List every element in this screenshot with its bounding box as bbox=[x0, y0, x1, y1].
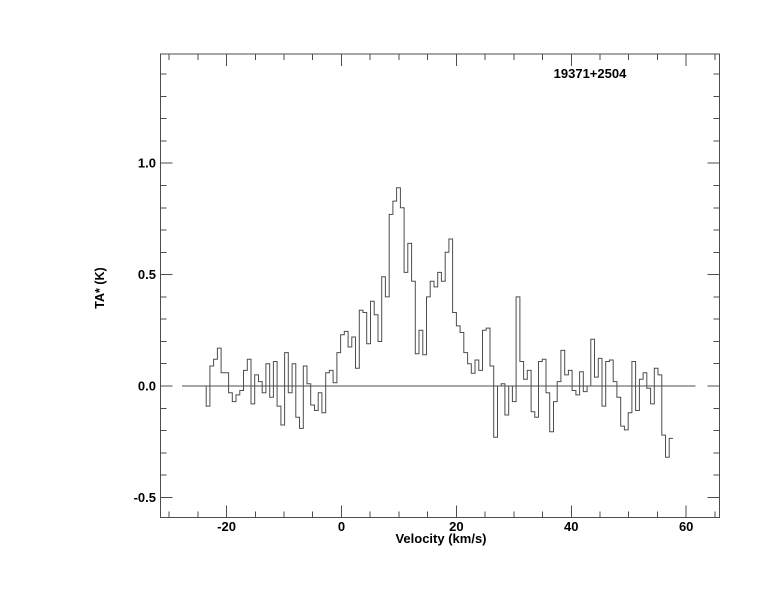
x-tick-label: 40 bbox=[564, 519, 578, 534]
y-tick-label: 0.0 bbox=[138, 379, 156, 394]
y-tick-label: 0.5 bbox=[138, 267, 156, 282]
spectrum-trace bbox=[205, 187, 673, 458]
plot-frame bbox=[160, 53, 720, 518]
axis-labels: 19371+2504 -20 0 20 40 60 -0.5 0.0 0.5 1.0 Velocit… bbox=[93, 66, 693, 546]
x-tick-label: -20 bbox=[217, 519, 236, 534]
x-tick-label: 0 bbox=[338, 519, 345, 534]
axis-ticks bbox=[160, 54, 720, 518]
x-axis-title: Velocity (km/s) bbox=[395, 531, 486, 546]
x-tick-label: 20 bbox=[449, 519, 463, 534]
y-axis-title: TA* (K) bbox=[93, 267, 107, 308]
x-tick-label: 60 bbox=[679, 519, 693, 534]
chart-title: 19371+2504 bbox=[554, 66, 627, 81]
y-tick-label: -0.5 bbox=[134, 490, 156, 505]
y-tick-label: 1.0 bbox=[138, 156, 156, 171]
plot-border bbox=[160, 53, 720, 518]
spectrum-step-line bbox=[205, 187, 673, 458]
